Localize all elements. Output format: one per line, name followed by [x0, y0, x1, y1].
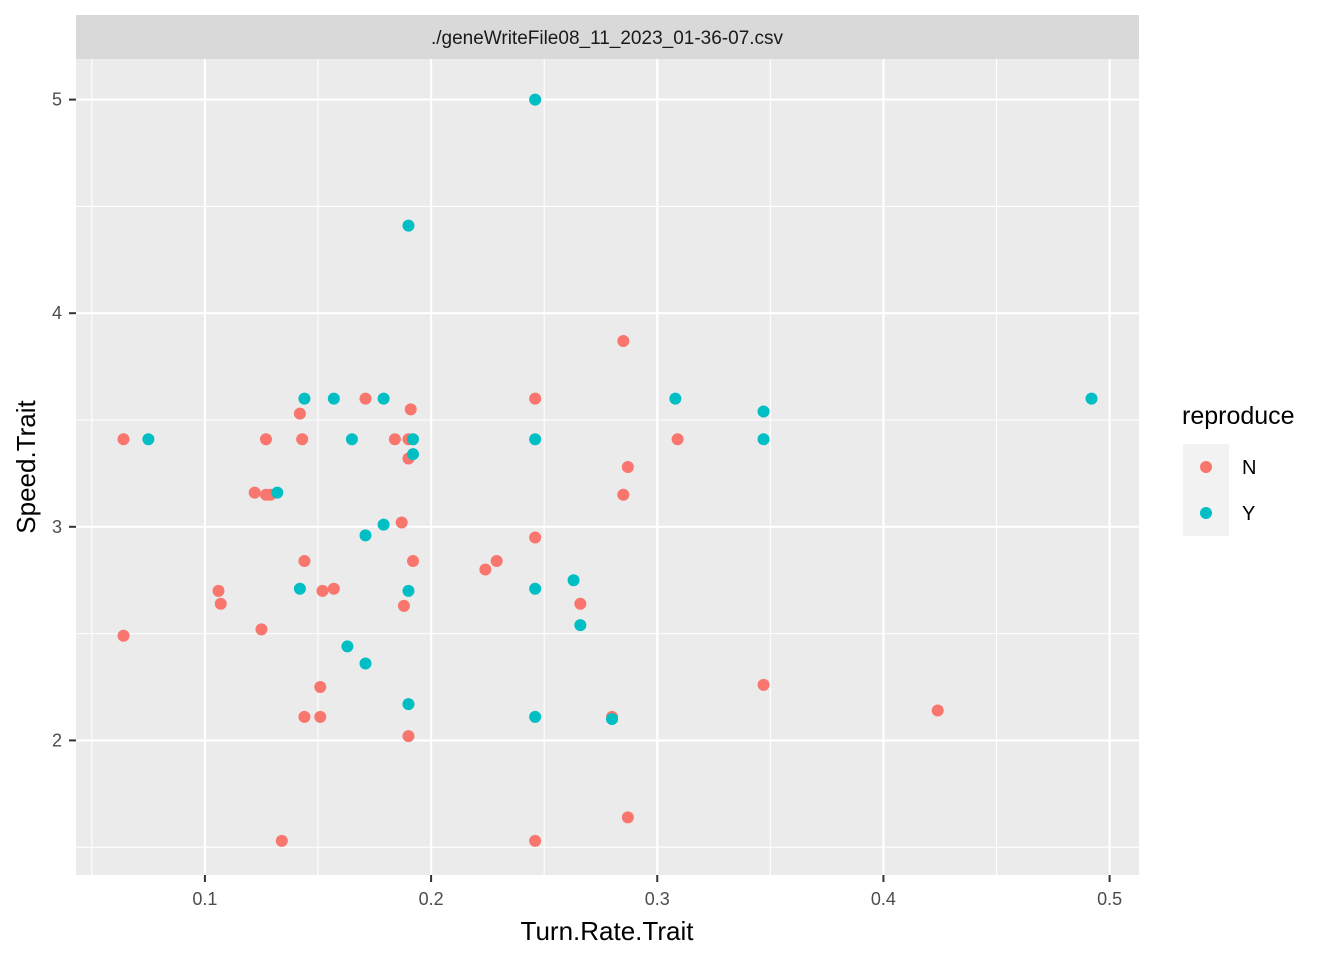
point-y	[377, 518, 390, 531]
legend: reproduce N Y	[1182, 402, 1295, 536]
point-n	[298, 710, 311, 723]
x-tick-label: 0.1	[192, 889, 217, 909]
point-n	[316, 584, 329, 597]
point-y	[341, 640, 354, 653]
point-y	[293, 582, 306, 595]
point-n	[402, 730, 415, 743]
point-n	[404, 403, 417, 416]
point-n	[757, 678, 770, 691]
point-y	[406, 448, 419, 461]
x-tick-label: 0.4	[871, 889, 896, 909]
legend-title: reproduce	[1182, 402, 1295, 430]
legend-dot-y	[1200, 507, 1212, 519]
point-y	[359, 657, 372, 670]
point-y	[345, 433, 358, 446]
y-axis: 2 3 4 5	[52, 90, 76, 750]
point-y	[402, 584, 415, 597]
y-tick-label: 5	[52, 90, 62, 110]
facet-title: ./geneWriteFile08_11_2023_01-36-07.csv	[431, 28, 784, 49]
point-n	[529, 392, 542, 405]
point-y	[271, 486, 284, 499]
point-n	[293, 407, 306, 420]
point-y	[406, 433, 419, 446]
point-n	[395, 516, 408, 529]
point-y	[142, 433, 155, 446]
point-y	[402, 698, 415, 711]
x-axis-title: Turn.Rate.Trait	[521, 916, 695, 946]
point-n	[529, 834, 542, 847]
point-n	[490, 554, 503, 567]
grid-major	[76, 59, 1139, 875]
point-n	[248, 486, 261, 499]
point-n	[388, 433, 401, 446]
y-tick-label: 4	[52, 303, 62, 323]
data-points	[117, 93, 1098, 847]
point-n	[406, 554, 419, 567]
point-n	[296, 433, 309, 446]
point-n	[671, 433, 684, 446]
point-y	[669, 392, 682, 405]
point-y	[1085, 392, 1098, 405]
y-tick-label: 3	[52, 517, 62, 537]
y-axis-title: Speed.Trait	[11, 400, 41, 534]
point-y	[529, 93, 542, 106]
x-tick-label: 0.5	[1097, 889, 1122, 909]
point-y	[402, 219, 415, 232]
point-n	[574, 597, 587, 610]
point-n	[314, 710, 327, 723]
point-y	[377, 392, 390, 405]
point-y	[327, 392, 340, 405]
point-y	[529, 433, 542, 446]
x-tick-label: 0.2	[419, 889, 444, 909]
facet-strip	[76, 15, 1139, 59]
point-n	[621, 811, 634, 824]
point-n	[117, 629, 130, 642]
point-n	[314, 681, 327, 694]
x-tick-label: 0.3	[645, 889, 670, 909]
point-n	[255, 623, 268, 636]
plot-panel	[76, 59, 1139, 875]
point-n	[214, 597, 227, 610]
point-y	[606, 713, 619, 726]
point-y	[567, 574, 580, 587]
point-y	[757, 405, 770, 418]
y-tick-label: 2	[52, 730, 62, 750]
point-n	[617, 488, 630, 501]
grid-minor	[76, 59, 1139, 875]
point-n	[397, 599, 410, 612]
point-n	[621, 461, 634, 473]
point-n	[931, 704, 944, 717]
point-n	[479, 563, 492, 576]
legend-label-y: Y	[1242, 503, 1255, 525]
point-n	[275, 834, 288, 847]
point-n	[212, 584, 225, 597]
point-n	[359, 392, 372, 405]
point-n	[117, 433, 130, 446]
point-y	[574, 619, 587, 632]
point-n	[529, 531, 542, 544]
point-y	[757, 433, 770, 446]
point-y	[529, 582, 542, 595]
legend-dot-n	[1200, 461, 1212, 473]
point-y	[529, 710, 542, 723]
point-n	[298, 554, 311, 567]
point-y	[359, 529, 372, 542]
legend-label-n: N	[1242, 457, 1256, 479]
point-n	[327, 582, 340, 595]
point-n	[617, 334, 630, 347]
x-axis: 0.1 0.2 0.3 0.4 0.5	[192, 875, 1122, 909]
point-y	[298, 392, 311, 405]
point-n	[259, 433, 272, 446]
